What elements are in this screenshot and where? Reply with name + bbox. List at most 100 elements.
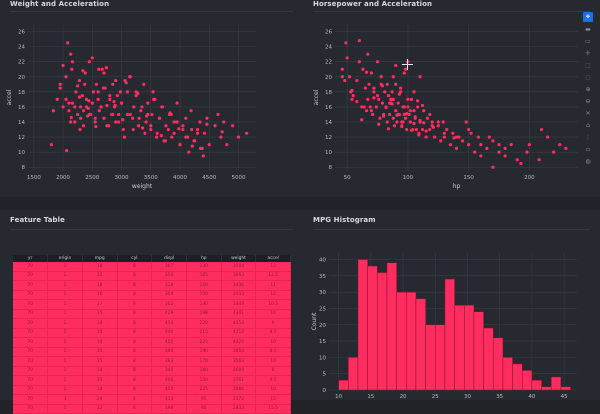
table-cell: 70 [13, 271, 49, 281]
zoom-in-icon[interactable]: ⊕ [585, 85, 591, 93]
hp-accel-scatter-chart[interactable]: 50 100 150 200 8 10 12 14 16 18 20 22 24 26 hp accel [303, 0, 600, 197]
histogram-bar [512, 363, 523, 391]
y-tick-label: 14 [18, 120, 25, 126]
reset-axes-icon[interactable]: ⌂ [586, 121, 590, 129]
table-header-row: yr origin mpg cyl displ hp weight accel [13, 255, 291, 262]
scatter-point [73, 120, 77, 124]
column-header[interactable]: yr [13, 255, 49, 262]
table-cell: 8 [117, 318, 153, 329]
weight-accel-scatter-chart[interactable]: 1500 2000 2500 3000 3500 4000 4500 5000 8 10 12 14 1… [0, 0, 303, 197]
x-tick-label: 20 [400, 394, 407, 400]
hover-compare-icon[interactable]: ◍ [585, 157, 591, 165]
camera-icon[interactable]: ▬ [585, 25, 591, 33]
y-tick-label: 24 [325, 45, 332, 51]
table-cell: 70 [13, 347, 49, 357]
scatter-point [140, 126, 145, 130]
y-tick-label: 25 [319, 306, 326, 312]
x-tick-label: 3000 [115, 175, 129, 181]
table-cell: 8 [117, 356, 153, 367]
mpg-histogram-chart[interactable]: 0 5 10 15 20 25 30 35 40 10 15 20 25 30 35 40 45 Count [303, 210, 600, 400]
scatter-point [84, 97, 89, 101]
table-cell: 22 [82, 404, 118, 414]
scatter-point [386, 94, 391, 98]
scatter-point [160, 105, 165, 109]
zoom-out-icon[interactable]: ⊖ [585, 97, 591, 105]
x-tick-label: 45 [561, 394, 568, 400]
scatter-point [128, 112, 132, 117]
scatter-point [111, 82, 115, 86]
scatter-point [390, 102, 394, 106]
y-tick-label: 10 [325, 150, 332, 156]
scatter-point [391, 97, 395, 101]
column-header[interactable]: mpg [82, 255, 118, 262]
scatter-point [163, 139, 167, 143]
scatter-point [146, 101, 150, 105]
lasso-icon[interactable]: ◌ [585, 73, 591, 81]
table-cell: 14 [82, 328, 118, 338]
scatter-point [83, 71, 87, 75]
scatter-point [369, 71, 374, 75]
scatter-point [231, 124, 235, 128]
x-tick-label: 2500 [85, 175, 99, 181]
table-cell: 8.5 [255, 347, 291, 357]
scatter-point [366, 97, 370, 101]
table-row: 70 1 22 6 198 95 2833 15.5 [13, 404, 291, 414]
pan-icon[interactable]: ✛ [585, 49, 591, 57]
box-select-icon[interactable]: ⬚ [585, 61, 591, 69]
table-cell: 225 [186, 385, 222, 395]
scatter-point [77, 95, 82, 99]
table-cell: 2372 [221, 394, 257, 405]
scatter-point [345, 56, 349, 60]
scatter-point [198, 120, 202, 124]
table-cell: 8 [117, 309, 153, 319]
scatter-point [205, 116, 209, 120]
x-tick-label: 4000 [173, 175, 187, 181]
scatter-point [375, 94, 380, 98]
table-cell: 16 [82, 290, 118, 300]
histogram-bar [464, 304, 475, 391]
table-cell: 70 [13, 299, 49, 310]
column-header[interactable]: origin [47, 255, 83, 262]
table-cell: 6 [117, 404, 153, 414]
spike-lines-icon[interactable]: ⋮ [585, 133, 591, 141]
column-header[interactable]: accel [255, 255, 291, 262]
table-row: 70 1 14 8 440 215 4312 8.5 [13, 328, 291, 338]
y-tick-label: 16 [325, 105, 332, 111]
scatter-point [417, 133, 421, 137]
scatter-point [64, 75, 68, 79]
column-header[interactable]: hp [186, 255, 222, 262]
table-cell: 1 [47, 271, 83, 281]
scatter-point [115, 94, 120, 98]
scatter-point [64, 97, 68, 101]
scatter-point [564, 146, 568, 150]
autoscale-icon[interactable]: ✕ [585, 109, 591, 117]
table-cell: 140 [186, 299, 222, 310]
zoom-icon[interactable]: ▭ [585, 37, 591, 45]
table-cell: 307 [151, 262, 187, 272]
y-tick-label: 40 [319, 258, 326, 264]
scatter-point [366, 52, 370, 56]
table-cell: 1 [47, 280, 83, 291]
scatter-point [132, 105, 136, 109]
table-cell: 304 [151, 290, 187, 300]
scatter-point [157, 116, 162, 120]
histogram-bar [357, 259, 368, 391]
scatter-point [76, 84, 80, 88]
scatter-point [189, 109, 193, 113]
table-cell: 70 [13, 404, 49, 414]
column-header[interactable]: weight [221, 255, 257, 262]
column-header[interactable]: cyl [117, 255, 153, 262]
column-header[interactable]: displ [151, 255, 187, 262]
hover-closest-icon[interactable]: ▫ [585, 145, 591, 153]
table-cell: 8 [117, 299, 153, 310]
histogram-bar [425, 324, 436, 391]
scatter-point [539, 127, 544, 132]
scatter-point [405, 127, 409, 132]
scatter-point [401, 120, 405, 124]
scatter-point [394, 63, 398, 68]
scatter-point [142, 82, 146, 86]
table-cell: 390 [151, 347, 187, 357]
table-cell: 165 [186, 271, 222, 281]
scatter-point [391, 75, 395, 79]
plotly-logo[interactable]: ✥ [583, 12, 593, 22]
